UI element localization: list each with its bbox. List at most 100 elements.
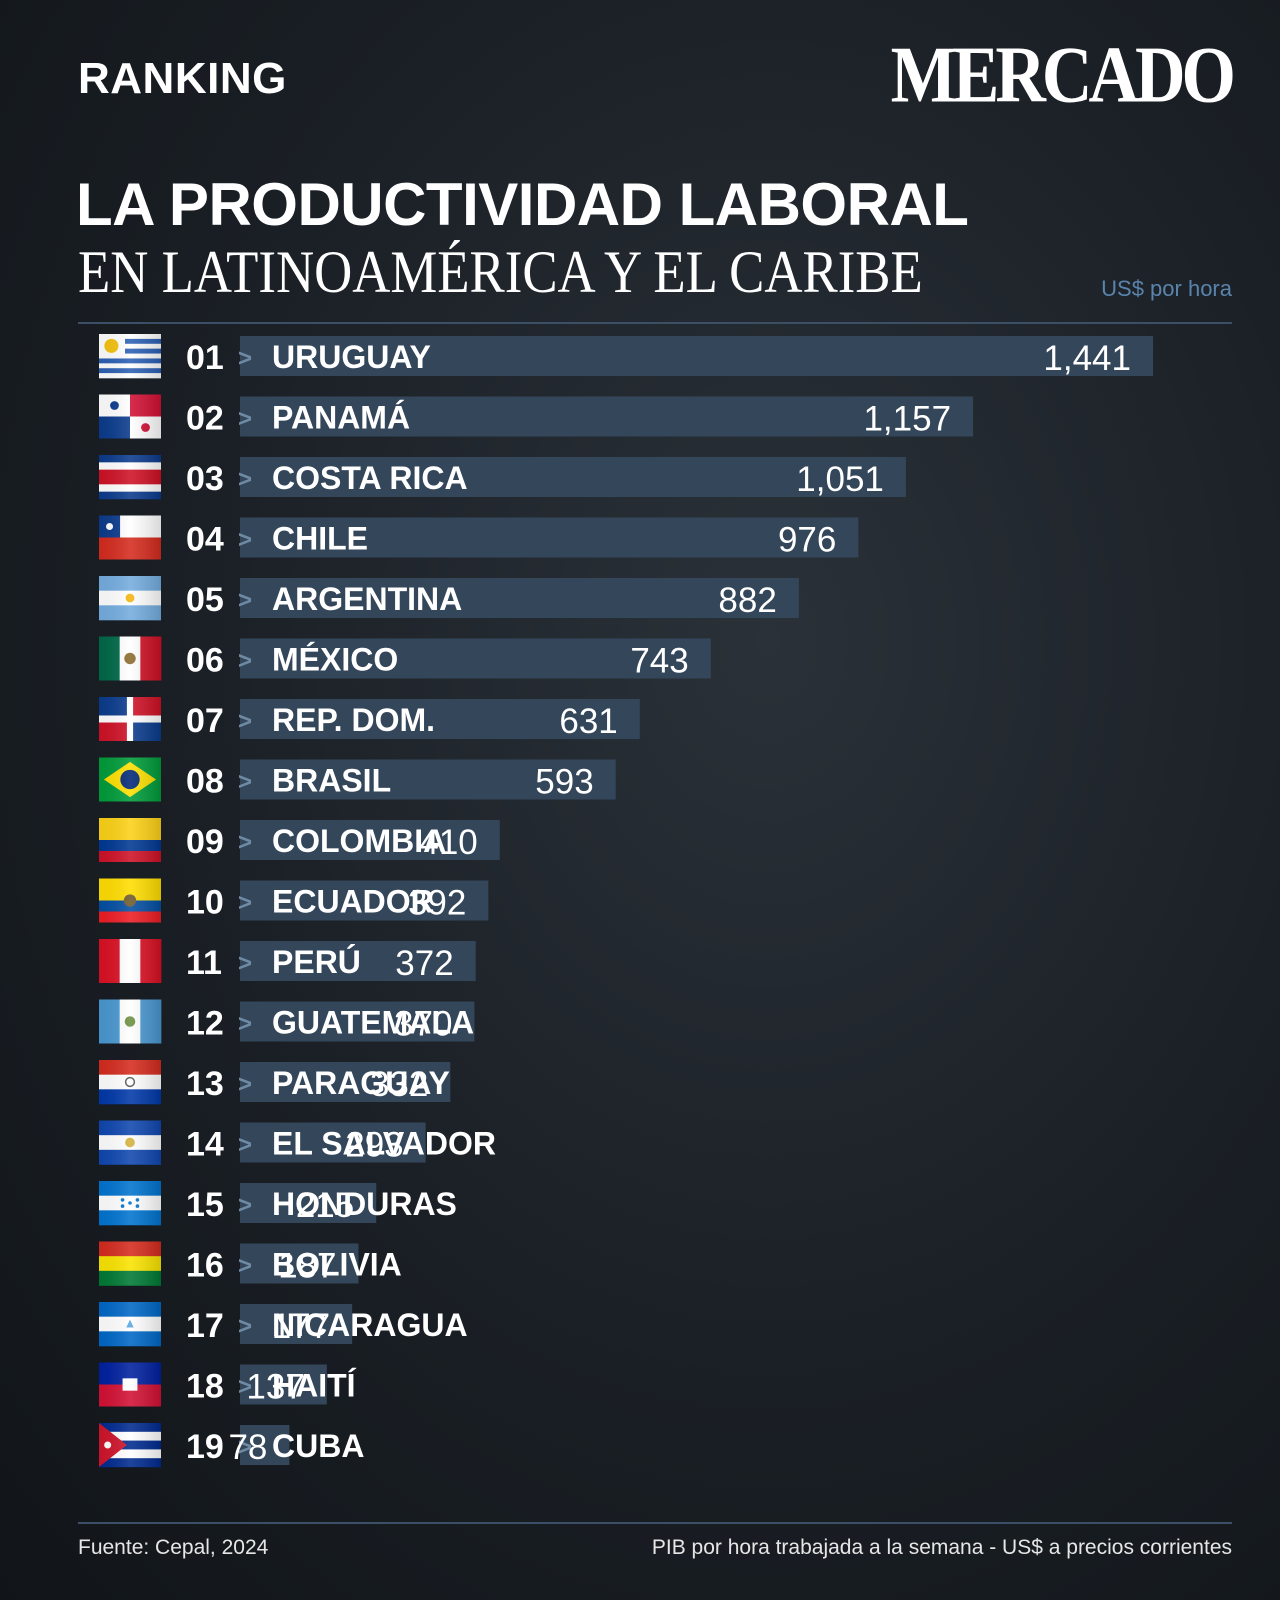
chart-subtitle: EN LATINOAMÉRICA Y EL CARIBE: [78, 239, 923, 305]
panama-flag-icon: [99, 394, 161, 439]
chart-row: 06 > MÉXICO 743: [99, 636, 711, 681]
country-label: HONDURAS: [272, 1186, 457, 1222]
chart-row: 08 > BRASIL 593: [99, 757, 616, 802]
peru-flag-icon: [99, 939, 162, 983]
bar: [240, 699, 640, 739]
bar: [240, 1183, 377, 1223]
value-label: 976: [778, 521, 836, 560]
bar: [240, 941, 476, 981]
country-label: URUGUAY: [272, 339, 431, 375]
value-label: 78: [228, 1428, 267, 1467]
separator-arrow: >: [238, 1071, 252, 1098]
rank-number: 07: [186, 702, 224, 740]
rank-number: 13: [186, 1065, 224, 1103]
separator-arrow: >: [238, 1374, 252, 1401]
chile-flag-icon: [99, 515, 161, 560]
value-label: 293: [345, 1126, 403, 1165]
country-label: CUBA: [272, 1428, 364, 1464]
bolivia-flag-icon: [99, 1241, 161, 1286]
value-label: 332: [370, 1065, 428, 1104]
chart-row: 04 > CHILE 976: [99, 515, 859, 560]
rank-number: 18: [186, 1368, 224, 1406]
separator-arrow: >: [238, 1132, 252, 1159]
brazil-flag-icon: [99, 757, 161, 802]
value-label: 187: [278, 1247, 336, 1286]
haiti-flag-icon: [99, 1362, 161, 1407]
country-label: COSTA RICA: [272, 460, 468, 496]
chart-row: 05 > ARGENTINA 882: [99, 576, 799, 621]
bar: [240, 578, 799, 618]
value-label: 177: [272, 1307, 330, 1346]
cuba-flag-icon: [99, 1423, 161, 1468]
section-label: RANKING: [78, 54, 287, 103]
rank-number: 03: [186, 460, 224, 498]
bar: [240, 517, 859, 558]
rank-number: 02: [186, 400, 224, 438]
chart-title: LA PRODUCTIVIDAD LABORAL: [76, 171, 969, 238]
separator-arrow: >: [238, 466, 252, 493]
ecuador-flag-icon: [99, 878, 161, 923]
separator-arrow: >: [238, 648, 252, 675]
argentina-flag-icon: [99, 576, 161, 621]
value-label: 882: [718, 581, 776, 620]
el-salvador-flag-icon: [99, 1120, 161, 1165]
top-divider: [78, 322, 1232, 324]
country-label: MÉXICO: [272, 642, 398, 678]
value-label: 410: [419, 823, 477, 862]
country-label: ARGENTINA: [272, 581, 462, 617]
brand-logo: MERCADO: [890, 31, 1236, 120]
method-note: PIB por hora trabajada a la semana - US$…: [651, 1536, 1232, 1559]
separator-arrow: >: [238, 406, 252, 433]
mexico-flag-icon: [99, 636, 162, 681]
nicaragua-flag-icon: [99, 1302, 161, 1347]
value-label: 215: [296, 1186, 354, 1225]
value-label: 137: [246, 1368, 304, 1407]
separator-arrow: >: [238, 708, 252, 735]
separator-arrow: >: [238, 345, 252, 372]
bar: [240, 880, 489, 921]
separator-arrow: >: [238, 1192, 252, 1219]
country-label: REP. DOM.: [272, 702, 435, 738]
honduras-flag-icon: [99, 1181, 161, 1226]
bar: [240, 1122, 426, 1163]
rank-number: 05: [186, 581, 224, 619]
bar: [240, 457, 906, 497]
rank-number: 17: [186, 1307, 224, 1345]
bar: [240, 1243, 359, 1284]
rank-number: 09: [186, 823, 224, 861]
country-label: ECUADOR: [272, 884, 434, 920]
value-label: 743: [630, 642, 688, 681]
bar: [240, 396, 974, 437]
chart-row: 07 > REP. DOM. 631: [99, 697, 640, 741]
value-label: 593: [535, 763, 593, 802]
value-label: 1,051: [796, 460, 884, 499]
bar: [240, 1001, 475, 1042]
separator-arrow: >: [238, 587, 252, 614]
rank-number: 01: [186, 339, 224, 377]
bar: [240, 1425, 290, 1465]
country-label: BRASIL: [272, 763, 391, 799]
rank-number: 14: [186, 1126, 224, 1164]
separator-arrow: >: [238, 829, 252, 856]
separator-arrow: >: [238, 769, 252, 796]
colombia-flag-icon: [99, 818, 161, 862]
country-label: PARAGUAY: [272, 1065, 450, 1101]
chart-row: 02 > PANAMÁ 1,157: [99, 394, 974, 439]
uruguay-flag-icon: [99, 334, 161, 379]
country-label: GUATEMALA: [272, 1005, 474, 1041]
country-label: CHILE: [272, 521, 368, 557]
bar: [240, 336, 1153, 376]
rank-number: 10: [186, 884, 224, 922]
value-label: 1,157: [863, 400, 951, 439]
separator-arrow: >: [238, 950, 252, 977]
dominican-republic-flag-icon: [99, 697, 161, 741]
separator-arrow: >: [238, 890, 252, 917]
guatemala-flag-icon: [99, 999, 162, 1044]
separator-arrow: >: [238, 1434, 252, 1461]
